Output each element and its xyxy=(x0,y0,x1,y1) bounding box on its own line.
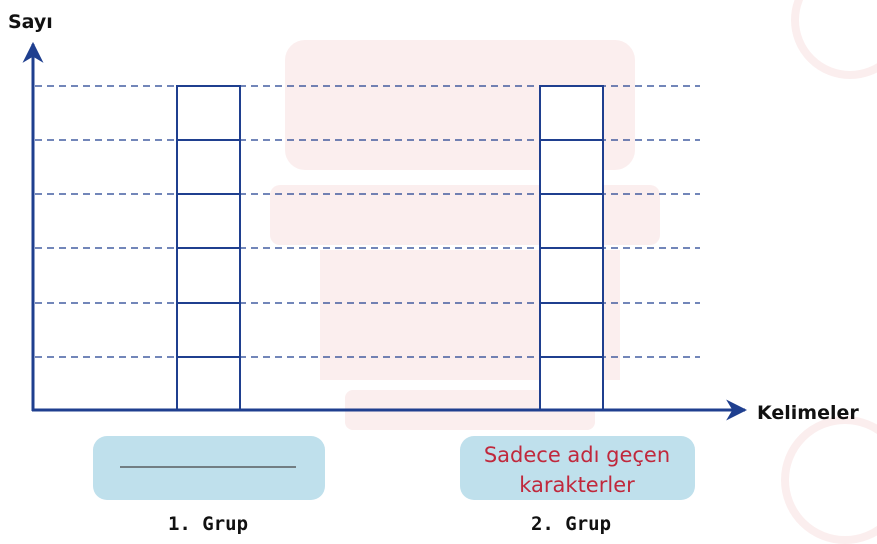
empty-cell xyxy=(176,247,241,304)
empty-cell xyxy=(176,85,241,141)
empty-cell xyxy=(176,302,241,358)
empty-cell xyxy=(176,193,241,249)
empty-cell xyxy=(539,356,604,411)
cell-columns xyxy=(176,85,604,411)
x-axis-label: Kelimeler xyxy=(757,402,859,424)
y-axis-label: Sayı xyxy=(8,11,53,33)
empty-cell xyxy=(539,247,604,304)
empty-cell xyxy=(539,85,604,141)
group-label: Sadece adı geçen xyxy=(484,443,670,467)
empty-cell xyxy=(539,193,604,249)
empty-cell xyxy=(176,356,241,411)
group-name: 1. Grup xyxy=(168,513,248,535)
group-label: karakterler xyxy=(519,473,635,497)
empty-cell xyxy=(176,139,241,195)
empty-cell xyxy=(539,302,604,358)
label-box xyxy=(460,436,695,500)
group-name: 2. Grup xyxy=(531,513,611,535)
label-box xyxy=(93,436,325,500)
empty-cell xyxy=(539,139,604,195)
